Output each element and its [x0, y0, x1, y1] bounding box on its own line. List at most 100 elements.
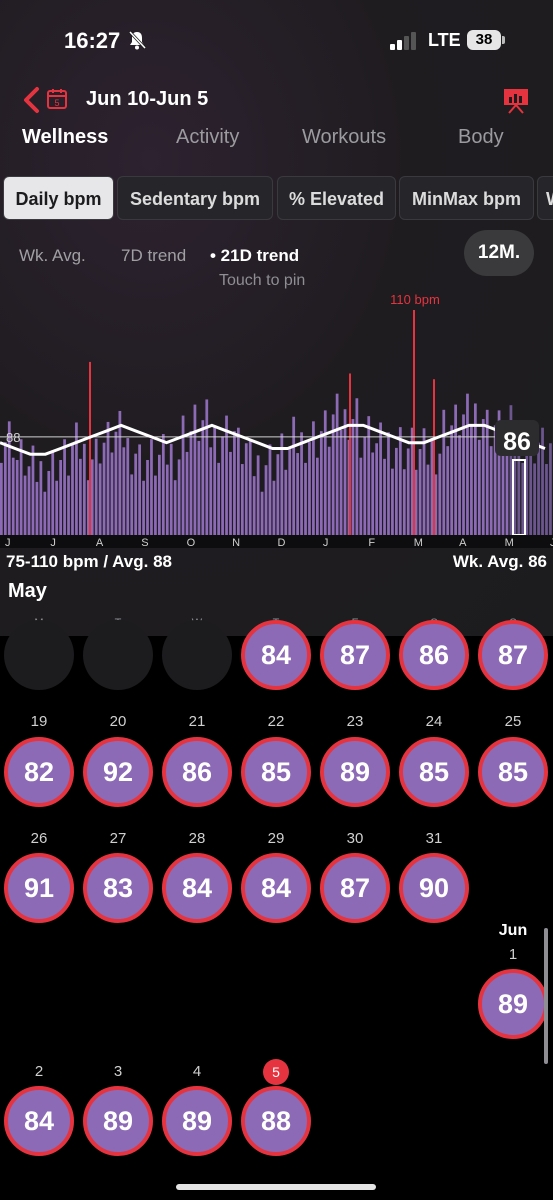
- day-circle[interactable]: 85: [478, 737, 548, 807]
- date-range-title[interactable]: Jun 10-Jun 5: [86, 88, 209, 110]
- bar: [221, 436, 224, 535]
- peak-label: 110 bpm: [390, 292, 440, 307]
- bar: [367, 416, 371, 535]
- trend-wk-avg[interactable]: Wk. Avg.: [19, 246, 86, 265]
- subtab-sedentary-bpm[interactable]: Sedentary bpm: [117, 176, 273, 220]
- day-circle[interactable]: 87: [478, 620, 548, 690]
- day-circle[interactable]: 84: [241, 620, 311, 690]
- bar: [470, 424, 473, 535]
- scroll-indicator[interactable]: [544, 928, 548, 1064]
- day-circle-empty: [83, 620, 153, 690]
- bar: [375, 443, 378, 535]
- day-circle-empty: [4, 620, 74, 690]
- range-12m-button[interactable]: 12M.: [464, 230, 534, 276]
- day-circle[interactable]: 89: [478, 969, 548, 1039]
- calendar-icon[interactable]: 5: [46, 88, 68, 110]
- bar: [458, 435, 461, 535]
- bar: [300, 432, 303, 535]
- x-tick-label: M: [414, 537, 423, 548]
- bar: [371, 452, 375, 535]
- tab-wellness[interactable]: Wellness: [22, 126, 109, 148]
- tab-workouts[interactable]: Workouts: [302, 126, 387, 148]
- day-circle[interactable]: 84: [241, 853, 311, 923]
- day-number: 31: [425, 830, 443, 847]
- bar: [233, 431, 236, 535]
- presentation-chart-icon[interactable]: [503, 86, 529, 114]
- day-circle[interactable]: 89: [83, 1086, 153, 1156]
- bar: [240, 464, 244, 535]
- bar: [130, 474, 134, 535]
- peak-bar: [433, 379, 435, 535]
- bar: [7, 421, 11, 535]
- tab-activity[interactable]: Activity: [176, 126, 240, 148]
- bar: [304, 462, 307, 535]
- bar: [308, 442, 311, 535]
- bar: [154, 475, 157, 535]
- day-circle[interactable]: 85: [399, 737, 469, 807]
- x-tick-label: J: [5, 537, 11, 548]
- bar: [225, 415, 228, 535]
- day-number: 1: [508, 946, 518, 963]
- day-circle[interactable]: 90: [399, 853, 469, 923]
- current-value: 86: [503, 428, 531, 456]
- bar: [15, 460, 19, 535]
- bar: [248, 439, 252, 535]
- subtab-daily-bpm[interactable]: Daily bpm: [3, 176, 114, 220]
- bar: [383, 458, 386, 535]
- trend-7d[interactable]: 7D trend: [121, 246, 187, 265]
- day-circle[interactable]: 91: [4, 853, 74, 923]
- bar: [292, 416, 296, 535]
- day-circle[interactable]: 87: [320, 620, 390, 690]
- bar: [312, 421, 315, 535]
- bar: [359, 457, 363, 535]
- bar: [51, 450, 55, 535]
- bar: [272, 480, 276, 535]
- day-circle[interactable]: 84: [162, 853, 232, 923]
- bar: [110, 452, 114, 535]
- bar: [505, 425, 509, 535]
- bar: [35, 481, 39, 535]
- day-circle[interactable]: 83: [83, 853, 153, 923]
- day-circle[interactable]: 85: [241, 737, 311, 807]
- chart-weekly-average: Wk. Avg. 86: [452, 552, 547, 571]
- day-number: 22: [267, 713, 285, 730]
- day-circle[interactable]: 89: [320, 737, 390, 807]
- bar: [545, 464, 548, 535]
- bpm-chart[interactable]: 88 110 bpm 86 J J A S O N D J F M A M J: [0, 290, 553, 548]
- bar: [331, 414, 335, 535]
- trend-21d[interactable]: • 21D trend: [210, 246, 300, 265]
- bar: [39, 461, 43, 535]
- touch-to-pin-hint: Touch to pin: [219, 272, 306, 289]
- day-circle[interactable]: 88: [241, 1086, 311, 1156]
- bar: [513, 447, 517, 535]
- day-circle[interactable]: 86: [162, 737, 232, 807]
- subtab-more[interactable]: W: [537, 176, 553, 220]
- trend-options: Wk. Avg. 7D trend • 21D trend Touch to p…: [0, 236, 553, 296]
- x-tick-label: J: [550, 537, 553, 548]
- day-circle[interactable]: 87: [320, 853, 390, 923]
- subtab-elevated[interactable]: % Elevated: [277, 176, 396, 220]
- day-circle[interactable]: 82: [4, 737, 74, 807]
- back-chevron-icon[interactable]: [22, 86, 42, 114]
- bar: [55, 480, 59, 535]
- day-circle[interactable]: 92: [83, 737, 153, 807]
- bar: [134, 453, 138, 535]
- bar: [426, 464, 430, 535]
- bar: [363, 436, 367, 535]
- bar: [422, 428, 426, 535]
- bar: [197, 440, 201, 535]
- day-number: 25: [504, 713, 522, 730]
- bar: [477, 439, 481, 535]
- bar: [213, 426, 217, 535]
- day-circle[interactable]: 84: [4, 1086, 74, 1156]
- average-line-label: 88: [6, 430, 20, 445]
- bar: [43, 491, 47, 535]
- day-circle[interactable]: 86: [399, 620, 469, 690]
- tab-body[interactable]: Body: [458, 126, 504, 148]
- home-indicator[interactable]: [176, 1184, 376, 1190]
- bar: [98, 463, 102, 535]
- x-tick-label: A: [96, 537, 104, 548]
- subtab-minmax-bpm[interactable]: MinMax bpm: [399, 176, 534, 220]
- bar: [442, 409, 446, 535]
- day-circle[interactable]: 89: [162, 1086, 232, 1156]
